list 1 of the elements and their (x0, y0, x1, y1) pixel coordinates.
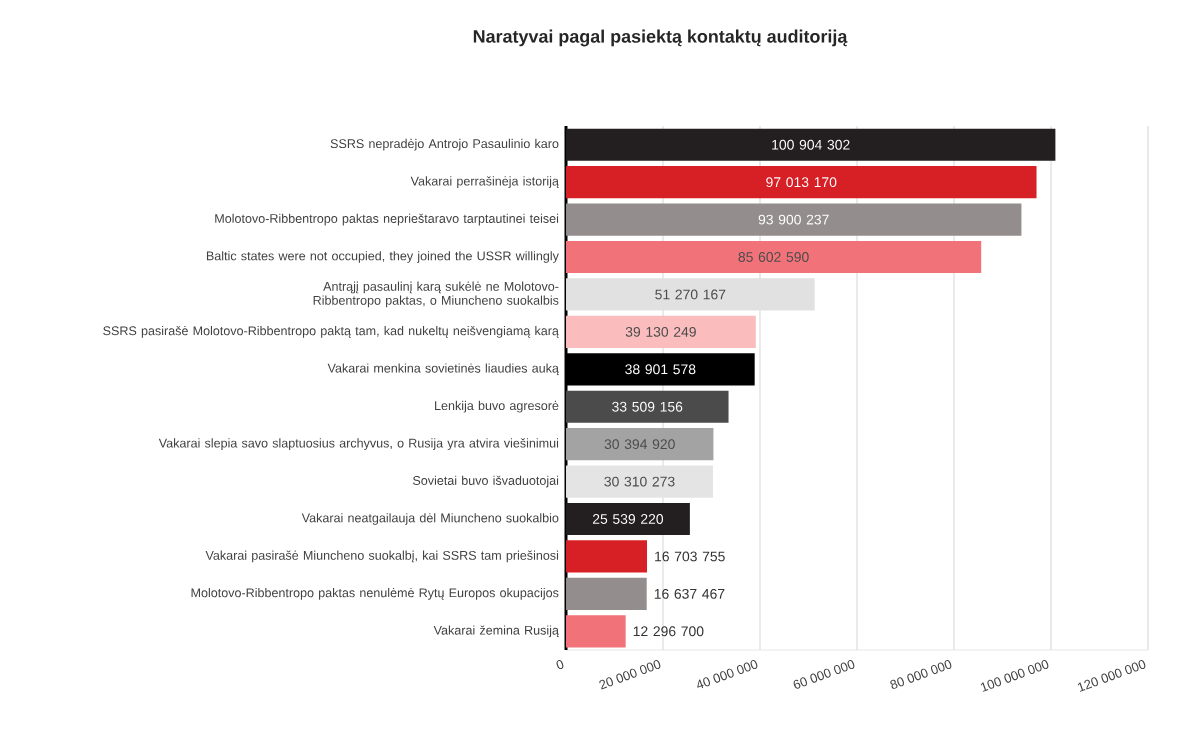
chart-title: Naratyvai pagal pasiektą kontaktų auditoriją (473, 29, 848, 47)
